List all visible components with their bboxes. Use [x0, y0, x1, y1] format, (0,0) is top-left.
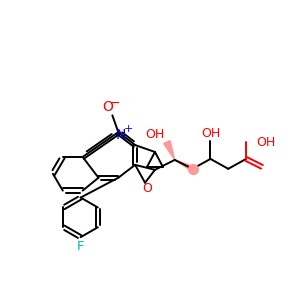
Polygon shape	[164, 141, 175, 160]
Text: −: −	[110, 97, 121, 110]
Text: O: O	[142, 182, 152, 195]
Text: OH: OH	[201, 127, 220, 140]
Text: OH: OH	[256, 136, 275, 148]
Polygon shape	[175, 160, 194, 171]
Text: F: F	[77, 240, 84, 253]
Text: O: O	[102, 100, 113, 114]
Text: N: N	[116, 128, 127, 142]
Text: OH: OH	[145, 128, 165, 141]
Text: +: +	[124, 124, 133, 134]
